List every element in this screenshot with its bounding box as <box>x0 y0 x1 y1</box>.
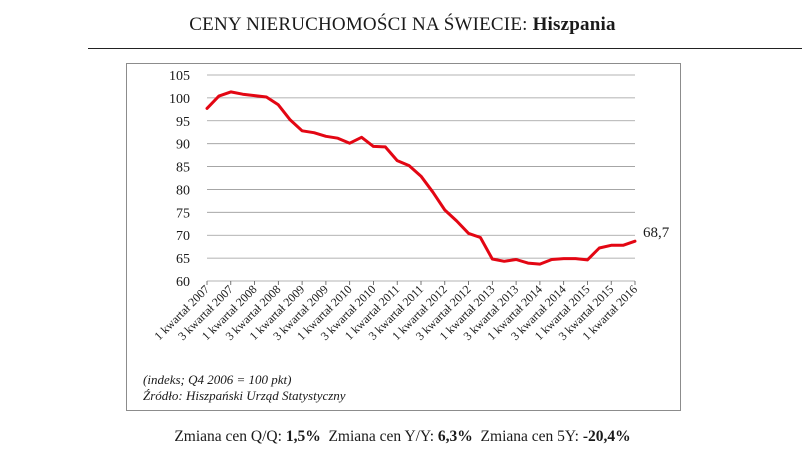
yy-label: Zmiana cen Y/Y: <box>328 428 435 445</box>
qq-value: 1,5% <box>285 428 321 445</box>
y-tick-label: 70 <box>176 229 190 244</box>
title-prefix: CENY NIERUCHOMOŚCI NA ŚWIECIE: <box>189 14 528 35</box>
fy-value: -20,4% <box>582 428 631 445</box>
title-country: Hiszpania <box>532 14 616 35</box>
y-tick-label: 100 <box>169 92 190 107</box>
yy-value: 6,3% <box>437 428 473 445</box>
page-title: CENY NIERUCHOMOŚCI NA ŚWIECIE: Hiszpania <box>0 14 805 36</box>
y-tick-label: 60 <box>176 275 190 290</box>
fy-label: Zmiana cen 5Y: <box>480 428 579 445</box>
qq-label: Zmiana cen Q/Q: <box>174 428 282 445</box>
y-tick-label: 105 <box>169 69 190 84</box>
end-value-label: 68,7 <box>643 225 670 241</box>
y-tick-label: 65 <box>176 252 190 267</box>
y-tick-label: 75 <box>176 206 190 221</box>
price-change-summary: Zmiana cen Q/Q: 1,5% Zmiana cen Y/Y: 6,3… <box>0 428 805 446</box>
price-index-line <box>205 90 637 266</box>
y-tick-label: 90 <box>176 138 190 153</box>
index-note: (indeks; Q4 2006 = 100 pkt) <box>143 372 292 387</box>
y-tick-label: 80 <box>176 183 190 198</box>
source-note: Źródło: Hiszpański Urząd Statystyczny <box>143 388 346 403</box>
y-tick-label: 85 <box>176 161 190 176</box>
y-tick-label: 95 <box>176 115 190 130</box>
title-rule <box>88 48 802 49</box>
